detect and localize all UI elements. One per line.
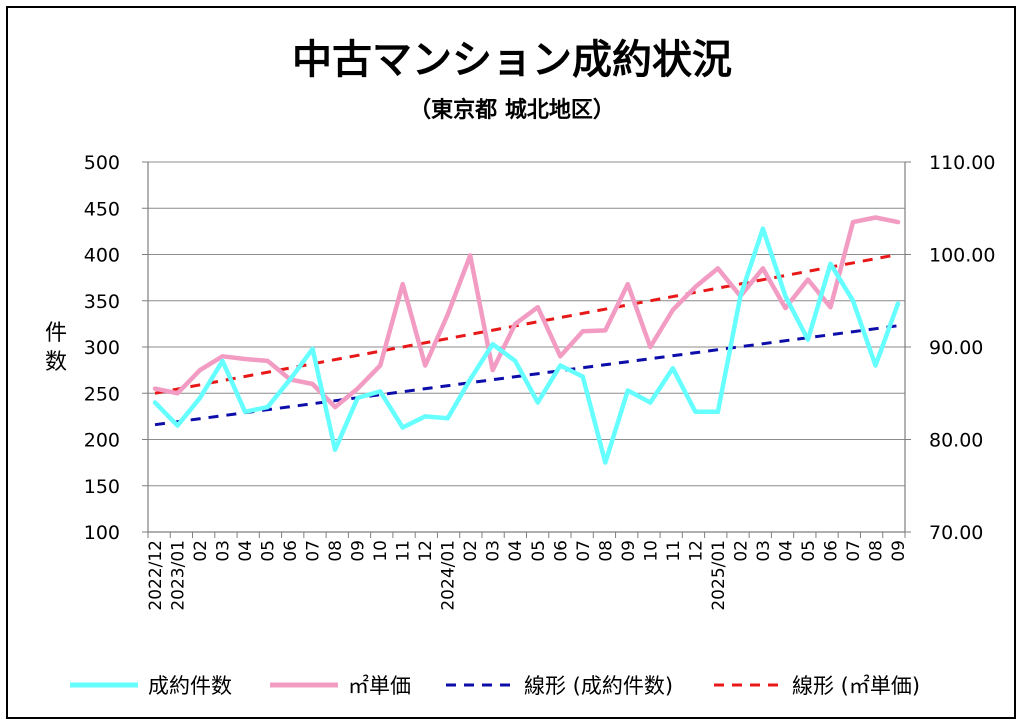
right-tick-label: 100.00	[929, 245, 995, 267]
right-tick-label: 110.00	[929, 152, 995, 174]
chart-subtitle: （東京都 城北地区）	[409, 97, 615, 123]
x-tick-label: 06	[821, 540, 841, 562]
x-tick-label: 03	[754, 540, 774, 562]
y-axis-label-line2: 数	[45, 350, 67, 375]
left-tick-label: 350	[84, 291, 120, 313]
x-tick-label: 08	[326, 540, 346, 562]
left-tick-label: 300	[84, 337, 120, 359]
x-tick-label: 06	[281, 540, 301, 562]
right-tick-label: 90.00	[929, 337, 983, 359]
x-tick-label: 04	[506, 540, 526, 562]
x-tick-label: 11	[664, 540, 684, 562]
x-tick-label: 09	[889, 540, 909, 562]
series-line-1	[152, 215, 901, 410]
x-tick-label: 06	[551, 540, 571, 562]
x-tick-label: 2023/01	[169, 540, 189, 611]
left-tick-label: 250	[84, 383, 120, 405]
x-tick-label: 03	[214, 540, 234, 562]
x-tick-label: 2025/01	[709, 540, 729, 611]
x-tick-label: 07	[304, 540, 324, 562]
chart-frame	[6, 6, 1016, 719]
x-tick-label: 12	[416, 540, 436, 562]
chart-title: 中古マンション成約状況	[292, 37, 732, 83]
x-tick-label: 04	[776, 540, 796, 562]
legend-label-3: 線形 (㎡単価)	[792, 674, 920, 698]
left-tick-label: 400	[84, 245, 120, 267]
left-tick-label: 200	[84, 430, 120, 452]
x-tick-label: 02	[461, 540, 481, 562]
left-tick-label: 500	[84, 152, 120, 174]
x-tick-label: 04	[236, 540, 256, 562]
x-tick-label: 08	[596, 540, 616, 562]
x-tick-label: 09	[619, 540, 639, 562]
trendline-2	[154, 324, 899, 427]
x-tick-label: 09	[349, 540, 369, 562]
legend-label-0: 成約件数	[148, 674, 232, 698]
x-tick-label: 10	[371, 540, 391, 562]
x-tick-label: 02	[731, 540, 751, 562]
left-tick-label: 100	[84, 522, 120, 544]
x-tick-label: 02	[191, 540, 211, 562]
x-tick-label: 05	[259, 540, 279, 562]
x-tick-label: 12	[686, 540, 706, 562]
x-tick-label: 2022/12	[146, 540, 166, 611]
x-tick-label: 08	[866, 540, 886, 562]
trendline-3	[154, 253, 899, 395]
legend-label-1: ㎡単価	[348, 674, 411, 698]
left-tick-label: 150	[84, 476, 120, 498]
left-tick-label: 450	[84, 198, 120, 220]
x-tick-label: 07	[844, 540, 864, 562]
right-tick-label: 70.00	[929, 522, 983, 544]
x-tick-label: 2024/01	[439, 540, 459, 611]
x-tick-label: 07	[574, 540, 594, 562]
series-line-0	[152, 226, 901, 465]
x-tick-label: 05	[799, 540, 819, 562]
right-tick-label: 80.00	[929, 430, 983, 452]
x-tick-label: 11	[394, 540, 414, 562]
x-tick-label: 05	[529, 540, 549, 562]
y-axis-label-line1: 件	[45, 321, 67, 346]
x-tick-label: 03	[484, 540, 504, 562]
legend-label-2: 線形 (成約件数)	[524, 674, 673, 698]
x-tick-label: 10	[641, 540, 661, 562]
